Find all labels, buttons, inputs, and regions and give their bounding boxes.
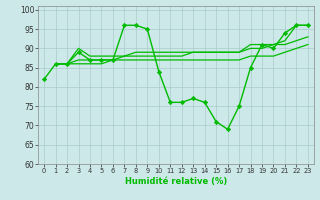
X-axis label: Humidité relative (%): Humidité relative (%) (125, 177, 227, 186)
